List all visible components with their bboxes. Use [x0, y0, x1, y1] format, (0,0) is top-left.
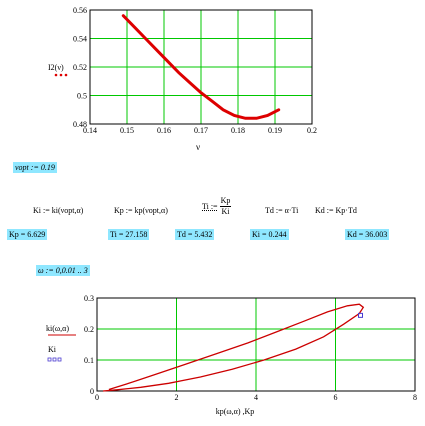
- bottom-plot[interactable]: 0.3 0.2 0.1 0 0 2 4 6 8 ki(ω,α) Ki kp(ω,α) ,Kp: [0, 280, 425, 426]
- x-tick-label: 0.19: [268, 126, 282, 135]
- x-tick-label: 0.16: [157, 126, 171, 135]
- y-tick-label: 0.5: [77, 92, 87, 101]
- bottom-plot-grid: [97, 298, 415, 391]
- top-plot-curve: [121, 14, 281, 120]
- top-plot-grid: [90, 10, 312, 124]
- ti-denominator: Ki: [221, 207, 230, 216]
- ti-definition[interactable]: Ti := Kp Ki: [202, 196, 232, 217]
- top-plot-frame: [89, 9, 313, 125]
- top-plot-y-ticks: 0.56 0.54 0.52 0.5 0.48: [73, 6, 87, 129]
- x-tick-label: 6: [334, 393, 338, 402]
- y-tick-label: 0.2: [84, 325, 94, 334]
- bottom-plot-y-axis-label-2: Ki: [48, 345, 57, 354]
- bottom-plot-y-ticks: 0.3 0.2 0.1 0: [84, 294, 94, 396]
- y-tick-label: 0.56: [73, 6, 87, 15]
- ti-numerator: Kp: [219, 196, 232, 207]
- y-tick-label: 0: [90, 387, 94, 396]
- kp-definition[interactable]: Kp := kp(νopt,α): [114, 206, 168, 215]
- bottom-plot-frame: [96, 297, 416, 392]
- x-tick-label: 8: [413, 393, 417, 402]
- top-plot-x-axis-label: ν: [196, 142, 200, 152]
- x-tick-label: 0.18: [231, 126, 245, 135]
- y-tick-label: 0.54: [73, 35, 87, 44]
- kd-result[interactable]: Kd = 36.003: [345, 229, 390, 240]
- bottom-plot-x-ticks: 0 2 4 6 8: [95, 393, 417, 402]
- top-plot-x-ticks: 0.14 0.15 0.16 0.17 0.18 0.19 0.2: [83, 126, 317, 135]
- kd-definition[interactable]: Kd := Kp·Td: [315, 206, 357, 215]
- bottom-plot-curve: [102, 303, 365, 392]
- x-tick-label: 4: [254, 393, 258, 402]
- y-tick-label: 0.52: [73, 63, 87, 72]
- x-tick-label: 0.17: [194, 126, 208, 135]
- y-tick-label: 0.1: [84, 356, 94, 365]
- td-definition[interactable]: Td := α·Ti: [265, 206, 299, 215]
- td-result[interactable]: Td = 5.432: [175, 229, 215, 240]
- x-tick-label: 0.14: [83, 126, 97, 135]
- kp-result[interactable]: Kp = 6.629: [7, 229, 48, 240]
- x-tick-label: 0.15: [120, 126, 134, 135]
- trace-marker-dot: [59, 73, 63, 77]
- ki-result[interactable]: Ki = 0.244: [250, 229, 289, 240]
- x-tick-label: 0: [95, 393, 99, 402]
- ki-definition[interactable]: Ki := ki(νopt,α): [33, 206, 84, 215]
- y-tick-label: 0.48: [73, 120, 87, 129]
- y-tick-label: 0.3: [84, 294, 94, 303]
- bottom-plot-y-axis-label: ki(ω,α): [46, 324, 69, 333]
- x-tick-label: 2: [175, 393, 179, 402]
- nu-opt-definition[interactable]: νopt := 0.19: [13, 162, 57, 173]
- x-tick-label: 0.2: [307, 126, 317, 135]
- top-plot-y-axis-label: I2(ν): [48, 63, 64, 72]
- ti-lhs: Ti :=: [202, 202, 218, 211]
- bottom-plot-x-axis-label: kp(ω,α) ,Kp: [216, 407, 255, 416]
- series2-legend-markers: [47, 357, 62, 362]
- ti-result[interactable]: Ti = 27.158: [108, 229, 150, 240]
- omega-range-definition[interactable]: ω := 0,0.01 .. 3: [36, 265, 90, 276]
- ti-fraction: Kp Ki: [219, 196, 232, 217]
- trace-marker-dot: [64, 73, 68, 77]
- ki-point-marker: [358, 312, 364, 318]
- trace-marker-dot: [54, 73, 58, 77]
- top-plot[interactable]: 0.56 0.54 0.52 0.5 0.48 0.14 0.15 0.16 0.17 0.18…: [0, 0, 425, 165]
